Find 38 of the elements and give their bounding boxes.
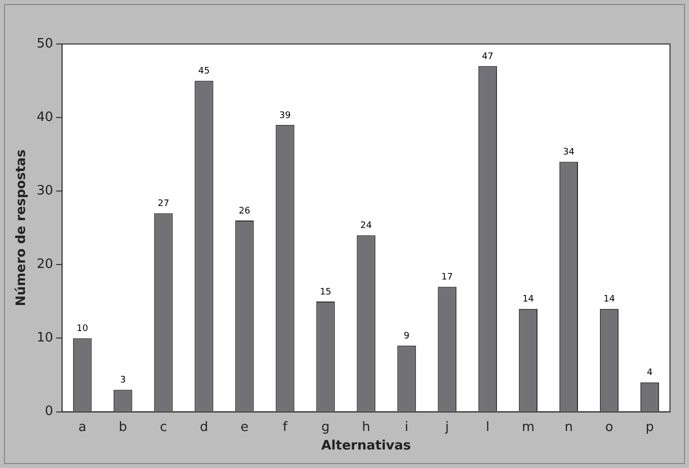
x-tick-label: m [522, 420, 534, 435]
y-tick-label: 40 [36, 110, 54, 125]
x-tick-label: p [646, 420, 654, 435]
y-tick-label: 0 [44, 404, 54, 420]
x-tick-label: h [362, 420, 370, 435]
y-tick-label: 10 [36, 330, 54, 346]
x-tick-label: n [564, 420, 573, 435]
x-tick-label: o [605, 420, 614, 435]
data-label: 3 [120, 376, 126, 386]
data-label: 34 [562, 148, 575, 158]
y-axis-title: Número de respostas [14, 149, 30, 306]
x-tick-label: d [200, 420, 208, 435]
data-label: 10 [76, 324, 88, 334]
data-label: 17 [441, 272, 453, 283]
y-tick-label: 20 [36, 257, 54, 272]
data-label: 4 [646, 368, 653, 378]
data-label: 15 [320, 287, 332, 298]
x-tick-label: a [78, 420, 86, 435]
x-tick-label: j [444, 420, 449, 435]
data-label: 45 [198, 66, 210, 77]
y-tick-label: 30 [36, 183, 54, 198]
x-tick-label: g [321, 420, 330, 435]
x-tick-label: f [282, 420, 288, 435]
data-label: 26 [238, 206, 250, 216]
x-tick-label: e [240, 420, 248, 435]
data-label: 47 [482, 52, 494, 62]
data-label: 9 [404, 331, 410, 342]
data-label: 14 [522, 294, 534, 305]
x-tick-label: b [118, 420, 128, 435]
data-label: 27 [158, 199, 170, 210]
x-tick-label: c [160, 420, 168, 435]
data-label: 14 [603, 294, 616, 305]
data-label: 24 [360, 221, 372, 232]
x-axis-title: Alternativas [321, 438, 412, 454]
x-tick-label: l [486, 420, 490, 435]
y-tick-label: 50 [36, 36, 54, 52]
data-label: 39 [279, 110, 292, 121]
x-tick-label: i [404, 420, 408, 435]
